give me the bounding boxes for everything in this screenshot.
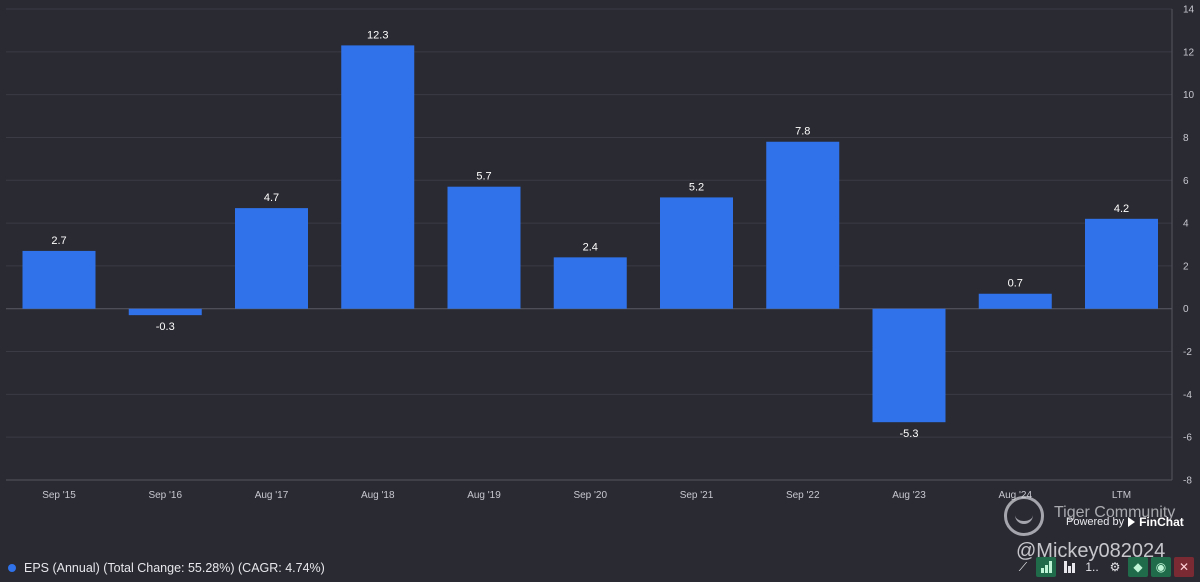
bar-chart-icon[interactable] bbox=[1036, 557, 1056, 577]
legend[interactable]: EPS (Annual) (Total Change: 55.28%) (CAG… bbox=[8, 561, 325, 575]
data-label-3: 12.3 bbox=[367, 29, 388, 41]
data-label-2: 4.7 bbox=[264, 192, 279, 204]
y-tick-label: -8 bbox=[1183, 476, 1192, 487]
y-tick-label: -2 bbox=[1183, 347, 1192, 358]
data-label-9: 0.7 bbox=[1008, 278, 1023, 290]
bar-3[interactable] bbox=[341, 45, 415, 309]
x-tick-label-3: Aug '18 bbox=[361, 490, 395, 501]
legend-series-marker bbox=[8, 564, 16, 572]
bar-1[interactable] bbox=[128, 308, 202, 316]
y-tick-label: -4 bbox=[1183, 390, 1192, 401]
bar-7[interactable] bbox=[766, 141, 840, 309]
y-tick-label: 8 bbox=[1183, 133, 1189, 144]
bars bbox=[22, 45, 1158, 423]
finchat-brand: FinChat bbox=[1139, 515, 1184, 529]
gear-icon[interactable]: ⚙ bbox=[1109, 560, 1121, 574]
powered-by-credit[interactable]: Powered by FinChat bbox=[1066, 515, 1184, 529]
x-tick-label-0: Sep '15 bbox=[42, 490, 76, 501]
y-tick-label: -6 bbox=[1183, 433, 1192, 444]
powered-by-label: Powered by bbox=[1066, 516, 1125, 528]
bar-5[interactable] bbox=[553, 257, 627, 309]
data-label-7: 7.8 bbox=[795, 126, 810, 138]
tiger-community-watermark: Tiger Community bbox=[1004, 494, 1194, 538]
bar-2[interactable] bbox=[235, 208, 308, 309]
bar-6[interactable] bbox=[660, 197, 733, 309]
x-tick-label-5: Sep '20 bbox=[573, 490, 607, 501]
x-tick-label-1: Sep '16 bbox=[148, 490, 182, 501]
bars-icon[interactable] bbox=[1059, 557, 1079, 577]
data-label-10: 4.2 bbox=[1114, 203, 1129, 215]
data-label-8: -5.3 bbox=[900, 428, 919, 440]
y-tick-label: 6 bbox=[1183, 176, 1189, 187]
data-label-6: 5.2 bbox=[689, 181, 704, 193]
author-handle: @Mickey082024 bbox=[1016, 540, 1166, 562]
chart-toolbar: ⟋ 1.. ⚙ ◆ ◉ ✕ bbox=[1013, 557, 1194, 577]
x-tick-label-10: LTM bbox=[1112, 490, 1131, 501]
bar-9[interactable] bbox=[978, 293, 1052, 309]
y-tick-label: 12 bbox=[1183, 47, 1195, 58]
finchat-logo-icon bbox=[1128, 517, 1136, 527]
data-labels: 2.7 -0.3 4.7 12.3 5.7 2.4 5.2 7.8 -5.3 0.7 4.2 bbox=[51, 29, 1129, 440]
bar-0[interactable] bbox=[22, 250, 96, 309]
tiger-logo-icon bbox=[1004, 496, 1044, 536]
x-axis-ticks: Sep '15 Sep '16 Aug '17 Aug '18 Aug '19 Sep '… bbox=[42, 490, 1131, 501]
data-label-4: 5.7 bbox=[476, 171, 491, 183]
data-label-1: -0.3 bbox=[156, 321, 175, 333]
data-label-5: 2.4 bbox=[583, 241, 598, 253]
more-button[interactable]: 1.. bbox=[1085, 560, 1099, 574]
y-tick-label: 14 bbox=[1183, 5, 1195, 16]
eye-icon[interactable]: ◉ bbox=[1151, 557, 1171, 577]
bar-8[interactable] bbox=[872, 308, 946, 423]
x-tick-label-8: Aug '23 bbox=[892, 490, 926, 501]
trend-icon[interactable]: ⟋ bbox=[1018, 559, 1028, 574]
y-tick-label: 10 bbox=[1183, 90, 1195, 101]
data-label-0: 2.7 bbox=[51, 235, 66, 247]
x-tick-label-7: Sep '22 bbox=[786, 490, 820, 501]
close-icon[interactable]: ✕ bbox=[1174, 557, 1194, 577]
x-tick-label-2: Aug '17 bbox=[255, 490, 289, 501]
x-tick-label-9: Aug '24 bbox=[998, 490, 1032, 501]
bar-4[interactable] bbox=[447, 186, 521, 309]
tag-icon[interactable]: ◆ bbox=[1128, 557, 1148, 577]
x-tick-label-6: Sep '21 bbox=[680, 490, 714, 501]
legend-label: EPS (Annual) (Total Change: 55.28%) (CAG… bbox=[24, 561, 325, 575]
y-tick-label: 2 bbox=[1183, 261, 1189, 272]
grid-lines bbox=[6, 8, 1173, 481]
y-tick-label: 0 bbox=[1183, 304, 1189, 315]
watermark-title: Tiger Community bbox=[1054, 504, 1176, 521]
x-tick-label-4: Aug '19 bbox=[467, 490, 501, 501]
y-axis-ticks: 14 12 10 8 6 4 2 0 -2 -4 -6 -8 bbox=[1183, 5, 1195, 487]
bar-10[interactable] bbox=[1085, 218, 1158, 309]
y-tick-label: 4 bbox=[1183, 219, 1189, 230]
